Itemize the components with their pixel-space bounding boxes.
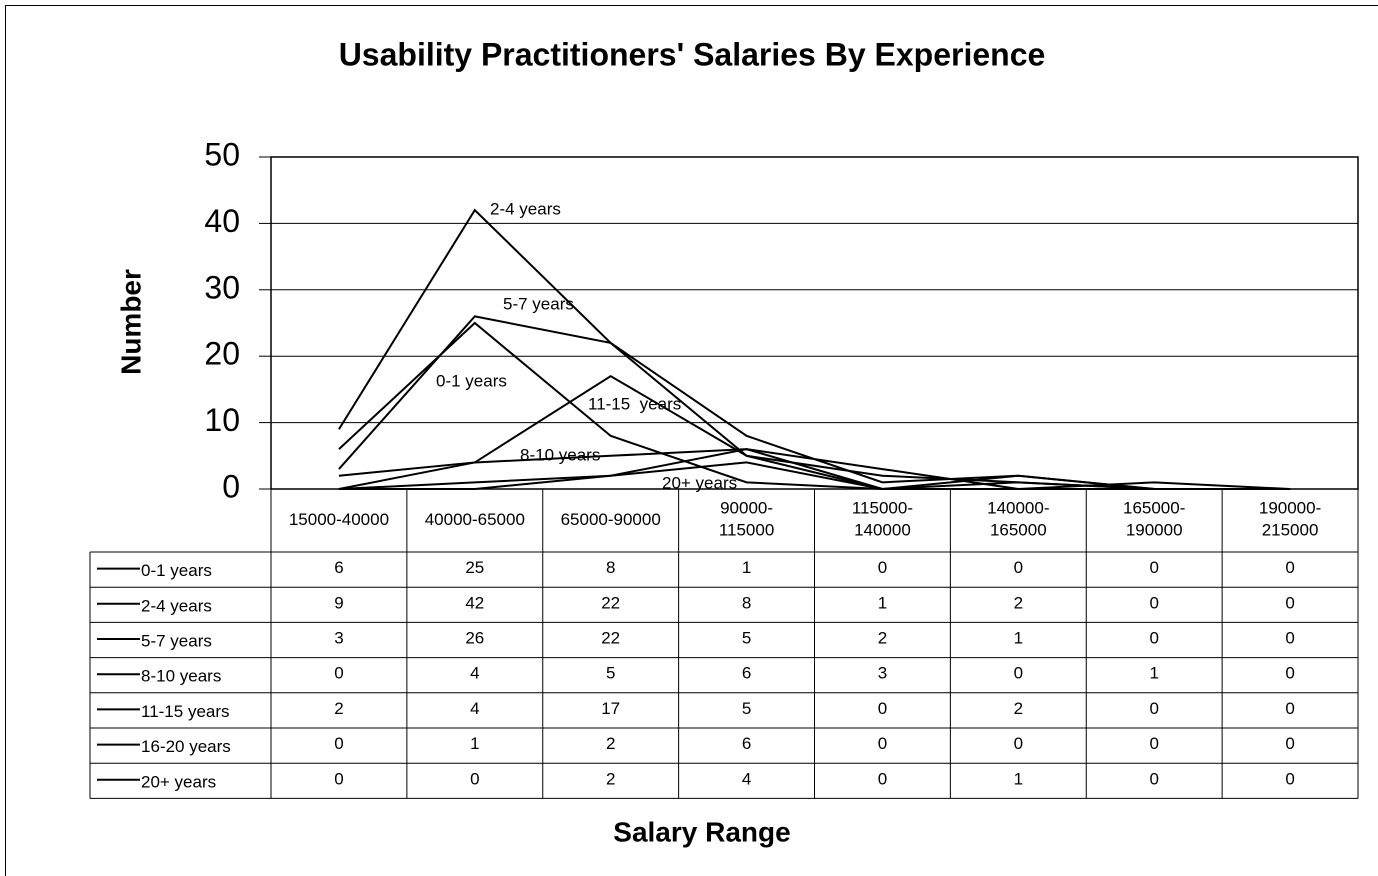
- table-cell: 1: [1149, 664, 1158, 683]
- table-cell: 0: [878, 769, 887, 788]
- table-cell: 0: [334, 734, 343, 753]
- table-cell: 0: [1285, 699, 1294, 718]
- series-line: [338, 461, 1291, 491]
- x-tick-label: 15000-40000: [289, 510, 389, 529]
- x-tick-label: 140000-165000: [987, 499, 1049, 540]
- table-cell: 5: [742, 699, 751, 718]
- annotation: 11-15 years: [588, 394, 681, 413]
- table-cell: 1: [878, 593, 887, 612]
- table-cell: 4: [470, 664, 479, 683]
- annotation: 20+ years: [662, 473, 737, 492]
- table-cell: 1: [470, 734, 479, 753]
- table-cell: 0: [1149, 628, 1158, 647]
- table-cell: 2: [1014, 699, 1023, 718]
- table-cell: 0: [878, 734, 887, 753]
- y-tick-label: 30: [204, 269, 240, 305]
- table-cell: 42: [465, 593, 484, 612]
- table-cell: 1: [742, 558, 751, 577]
- table-cell: 8: [606, 558, 615, 577]
- table-cell: 26: [465, 628, 484, 647]
- table-cell: 2: [878, 628, 887, 647]
- table-cell: 17: [601, 699, 620, 718]
- legend-label: 8-10 years: [141, 667, 221, 686]
- table-cell: 2: [606, 769, 615, 788]
- table-cell: 0: [334, 769, 343, 788]
- y-axis-title: Number: [115, 269, 146, 375]
- table-cell: 1: [1014, 628, 1023, 647]
- annotation: 8-10 years: [520, 445, 600, 464]
- table-cell: 0: [878, 699, 887, 718]
- table-cell: 5: [606, 664, 615, 683]
- table-cell: 0: [1149, 699, 1158, 718]
- table-cell: 22: [601, 593, 620, 612]
- table-cell: 25: [465, 558, 484, 577]
- table-cell: 5: [742, 628, 751, 647]
- table-cell: 9: [334, 593, 343, 612]
- table-cell: 0: [1149, 769, 1158, 788]
- x-tick-label: 90000-115000: [719, 499, 774, 540]
- table-cell: 0: [1285, 628, 1294, 647]
- table-cell: 0: [1014, 664, 1023, 683]
- table-cell: 0: [1285, 734, 1294, 753]
- y-tick-label: 50: [204, 136, 240, 172]
- table-cell: 4: [470, 699, 479, 718]
- series-line: [338, 448, 1291, 490]
- table-cell: 0: [1149, 734, 1158, 753]
- table-cell: 0: [878, 558, 887, 577]
- legend-label: 20+ years: [141, 772, 216, 791]
- table-cell: 0: [1285, 769, 1294, 788]
- table-cell: 3: [334, 628, 343, 647]
- table-cell: 0: [1014, 734, 1023, 753]
- table-cell: 4: [742, 769, 751, 788]
- table-cell: 2: [334, 699, 343, 718]
- annotation: 2-4 years: [490, 199, 561, 218]
- series-line: [338, 374, 1291, 491]
- table-cell: 2: [606, 734, 615, 753]
- table-cell: 0: [470, 769, 479, 788]
- table-cell: 6: [742, 734, 751, 753]
- y-tick-label: 40: [204, 203, 240, 239]
- chart-title: Usability Practitioners' Salaries By Exp…: [339, 36, 1046, 72]
- table-cell: 0: [1149, 593, 1158, 612]
- table-cell: 6: [742, 664, 751, 683]
- legend-label: 2-4 years: [141, 596, 212, 615]
- table-cell: 0: [1285, 664, 1294, 683]
- table-cell: 2: [1014, 593, 1023, 612]
- table-cell: 0: [1014, 558, 1023, 577]
- table-cell: 1: [1014, 769, 1023, 788]
- y-tick-label: 0: [222, 468, 240, 504]
- x-tick-label: 190000-215000: [1259, 499, 1321, 540]
- table-cell: 22: [601, 628, 620, 647]
- table-cell: 0: [1285, 593, 1294, 612]
- legend-label: 11-15 years: [141, 702, 230, 721]
- table-cell: 0: [334, 664, 343, 683]
- annotation: 5-7 years: [503, 294, 574, 313]
- table-cell: 6: [334, 558, 343, 577]
- table-cell: 0: [1149, 558, 1158, 577]
- y-tick-label: 10: [204, 402, 240, 438]
- series-line: [338, 448, 1291, 491]
- legend-label: 16-20 years: [141, 737, 231, 756]
- x-tick-label: 65000-90000: [561, 510, 661, 529]
- table-cell: 8: [742, 593, 751, 612]
- legend-label: 5-7 years: [141, 631, 212, 650]
- x-tick-label: 40000-65000: [425, 510, 525, 529]
- table-cell: 0: [1285, 558, 1294, 577]
- annotation: 0-1 years: [436, 371, 507, 390]
- legend-label: 0-1 years: [141, 561, 212, 580]
- chart-frame: [5, 5, 1378, 876]
- x-tick-label: 165000-190000: [1123, 499, 1185, 540]
- x-tick-label: 115000-140000: [852, 499, 913, 540]
- x-axis-title: Salary Range: [613, 816, 790, 847]
- y-tick-label: 20: [204, 336, 240, 372]
- table-cell: 3: [878, 664, 887, 683]
